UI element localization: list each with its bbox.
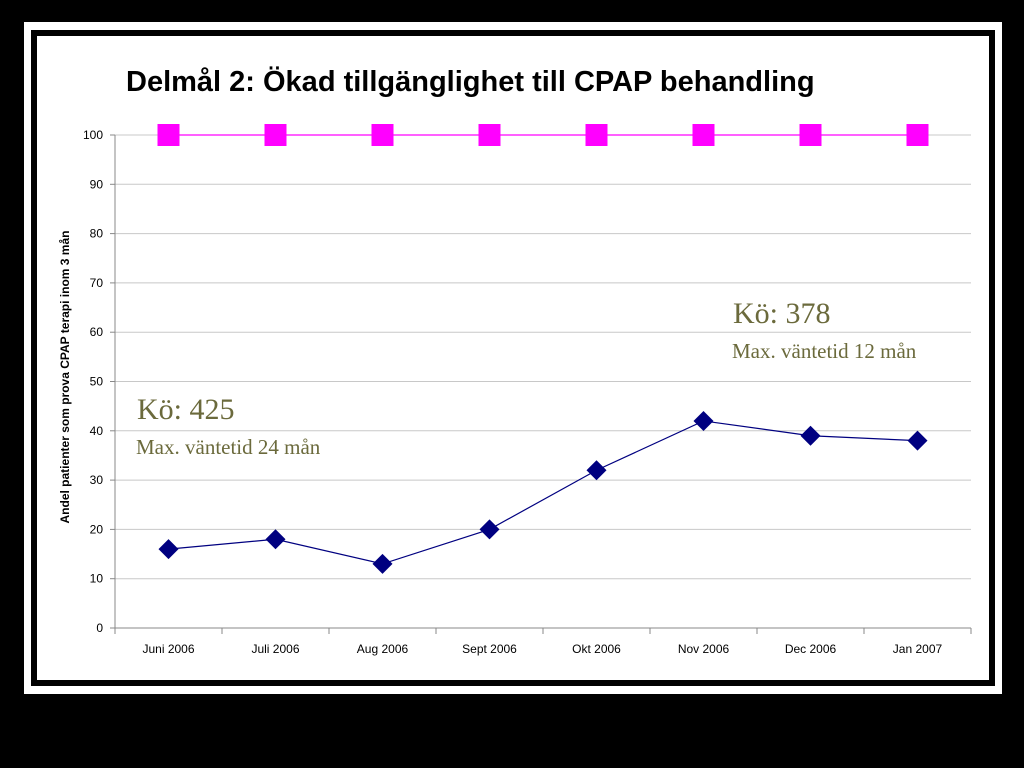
y-tick-label: 50	[90, 375, 104, 389]
data-point-square	[585, 124, 608, 146]
annotation-right-wait: Max. väntetid 12 mån	[732, 339, 917, 363]
annotation-right-queue: Kö: 378	[733, 297, 831, 330]
data-point-square	[371, 124, 394, 146]
y-tick-label: 90	[90, 177, 104, 191]
data-point-diamond	[479, 519, 500, 540]
x-tick-label: Juli 2006	[251, 642, 299, 656]
y-tick-label: 70	[90, 276, 104, 290]
x-tick-label: Aug 2006	[357, 642, 409, 656]
data-point-diamond	[372, 553, 393, 574]
data-point-diamond	[693, 410, 714, 431]
slide-content	[37, 36, 989, 680]
x-tick-label: Jan 2007	[893, 642, 943, 656]
y-tick-label: 0	[96, 621, 103, 635]
y-tick-label: 10	[90, 572, 104, 586]
data-point-square	[906, 124, 929, 146]
data-point-square	[478, 124, 501, 146]
data-point-square	[692, 124, 715, 146]
y-tick-label: 100	[83, 128, 103, 142]
data-point-square	[157, 124, 180, 146]
x-tick-label: Sept 2006	[462, 642, 517, 656]
chart-title: Delmål 2: Ökad tillgänglighet till CPAP …	[126, 66, 815, 98]
data-point-diamond	[158, 539, 179, 560]
annotation-left-wait: Max. väntetid 24 mån	[136, 435, 321, 459]
y-tick-label: 60	[90, 325, 104, 339]
x-tick-label: Juni 2006	[142, 642, 194, 656]
data-point-diamond	[265, 529, 286, 550]
y-tick-label: 40	[90, 424, 104, 438]
y-tick-label: 20	[90, 522, 104, 536]
x-tick-label: Dec 2006	[785, 642, 837, 656]
y-tick-label: 80	[90, 227, 104, 241]
series-line	[168, 420, 918, 565]
annotation-left-queue: Kö: 425	[137, 393, 235, 426]
data-point-diamond	[586, 460, 607, 481]
data-point-diamond	[800, 425, 821, 446]
x-tick-label: Okt 2006	[572, 642, 621, 656]
y-tick-label: 30	[90, 473, 104, 487]
data-point-diamond	[907, 430, 928, 451]
data-point-square	[264, 124, 287, 146]
x-tick-label: Nov 2006	[678, 642, 730, 656]
data-point-square	[799, 124, 822, 146]
